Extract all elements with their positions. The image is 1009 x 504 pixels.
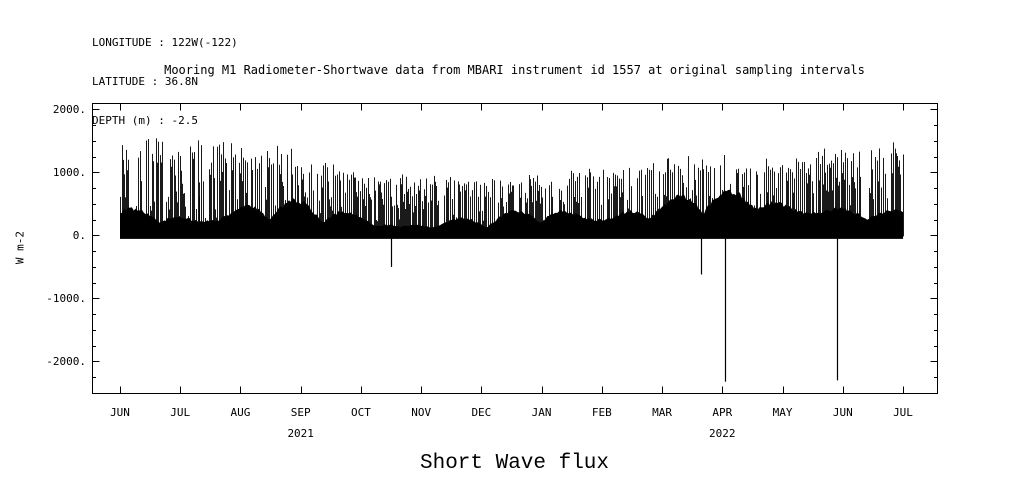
- x-tick-label: DEC: [471, 406, 492, 419]
- station-metadata-block: LONGITUDE : 122W(-122) LATITUDE : 36.8N …: [92, 10, 238, 153]
- longitude-label: LONGITUDE : 122W(-122): [92, 36, 238, 49]
- y-tick-label: 2000.: [52, 102, 86, 116]
- year-label: 2022: [709, 427, 736, 440]
- x-tick-label: JUL: [893, 406, 913, 419]
- x-tick-label: SEP: [290, 406, 311, 419]
- x-tick-label: JUN: [110, 406, 130, 419]
- x-tick-label: JUL: [170, 406, 191, 419]
- x-tick-label: AUG: [230, 406, 251, 419]
- x-tick-label: JAN: [531, 406, 552, 419]
- y-tick-label: 0.: [72, 228, 86, 242]
- y-tick-label: -2000.: [46, 354, 86, 368]
- figure-caption: Short Wave flux: [419, 452, 610, 475]
- x-tick-label: MAY: [772, 406, 793, 419]
- plot-title: Mooring M1 Radiometer-Shortwave data fro…: [164, 63, 865, 77]
- depth-label: DEPTH (m) : -2.5: [92, 114, 198, 127]
- x-tick-label: NOV: [411, 406, 432, 419]
- x-tick-label: MAR: [652, 406, 672, 419]
- year-label: 2021: [287, 427, 314, 440]
- y-axis-title: W m-2: [13, 230, 27, 265]
- y-tick-label: -1000.: [46, 291, 86, 305]
- latitude-label: LATITUDE : 36.8N: [92, 75, 198, 88]
- y-tick-label: 1000.: [52, 165, 86, 179]
- x-tick-label: OCT: [350, 406, 371, 419]
- x-tick-label: FEB: [591, 406, 612, 419]
- x-tick-label: APR: [712, 406, 733, 419]
- x-tick-label: JUN: [832, 406, 853, 419]
